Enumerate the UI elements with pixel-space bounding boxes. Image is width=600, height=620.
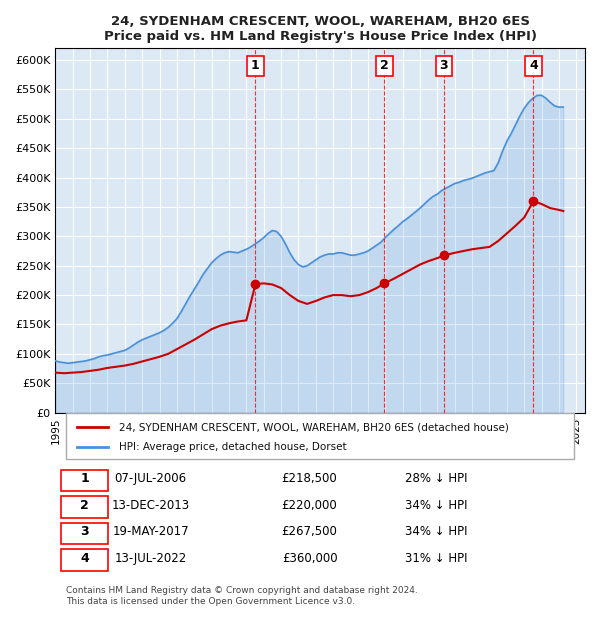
FancyBboxPatch shape <box>61 523 109 544</box>
Text: £220,000: £220,000 <box>282 499 337 511</box>
Text: 3: 3 <box>80 525 89 538</box>
Title: 24, SYDENHAM CRESCENT, WOOL, WAREHAM, BH20 6ES
Price paid vs. HM Land Registry's: 24, SYDENHAM CRESCENT, WOOL, WAREHAM, BH… <box>104 15 536 43</box>
Text: 4: 4 <box>529 60 538 73</box>
Text: 2: 2 <box>80 499 89 511</box>
Text: 3: 3 <box>440 60 448 73</box>
Text: 34% ↓ HPI: 34% ↓ HPI <box>406 525 468 538</box>
Text: 28% ↓ HPI: 28% ↓ HPI <box>406 472 468 485</box>
Text: £267,500: £267,500 <box>281 525 338 538</box>
Text: Contains HM Land Registry data © Crown copyright and database right 2024.
This d: Contains HM Land Registry data © Crown c… <box>66 587 418 606</box>
Text: HPI: Average price, detached house, Dorset: HPI: Average price, detached house, Dors… <box>119 442 347 453</box>
FancyBboxPatch shape <box>61 549 109 570</box>
Text: 1: 1 <box>251 60 260 73</box>
Text: 13-DEC-2013: 13-DEC-2013 <box>112 499 190 511</box>
Text: 19-MAY-2017: 19-MAY-2017 <box>112 525 189 538</box>
Text: 07-JUL-2006: 07-JUL-2006 <box>115 472 187 485</box>
Text: 24, SYDENHAM CRESCENT, WOOL, WAREHAM, BH20 6ES (detached house): 24, SYDENHAM CRESCENT, WOOL, WAREHAM, BH… <box>119 422 509 433</box>
Text: 2: 2 <box>380 60 389 73</box>
FancyBboxPatch shape <box>66 412 574 459</box>
Text: 31% ↓ HPI: 31% ↓ HPI <box>406 552 468 565</box>
Text: £360,000: £360,000 <box>282 552 337 565</box>
Text: £218,500: £218,500 <box>282 472 337 485</box>
Text: 13-JUL-2022: 13-JUL-2022 <box>115 552 187 565</box>
FancyBboxPatch shape <box>61 496 109 518</box>
Text: 1: 1 <box>80 472 89 485</box>
Text: 4: 4 <box>80 552 89 565</box>
Text: 34% ↓ HPI: 34% ↓ HPI <box>406 499 468 511</box>
FancyBboxPatch shape <box>61 470 109 491</box>
